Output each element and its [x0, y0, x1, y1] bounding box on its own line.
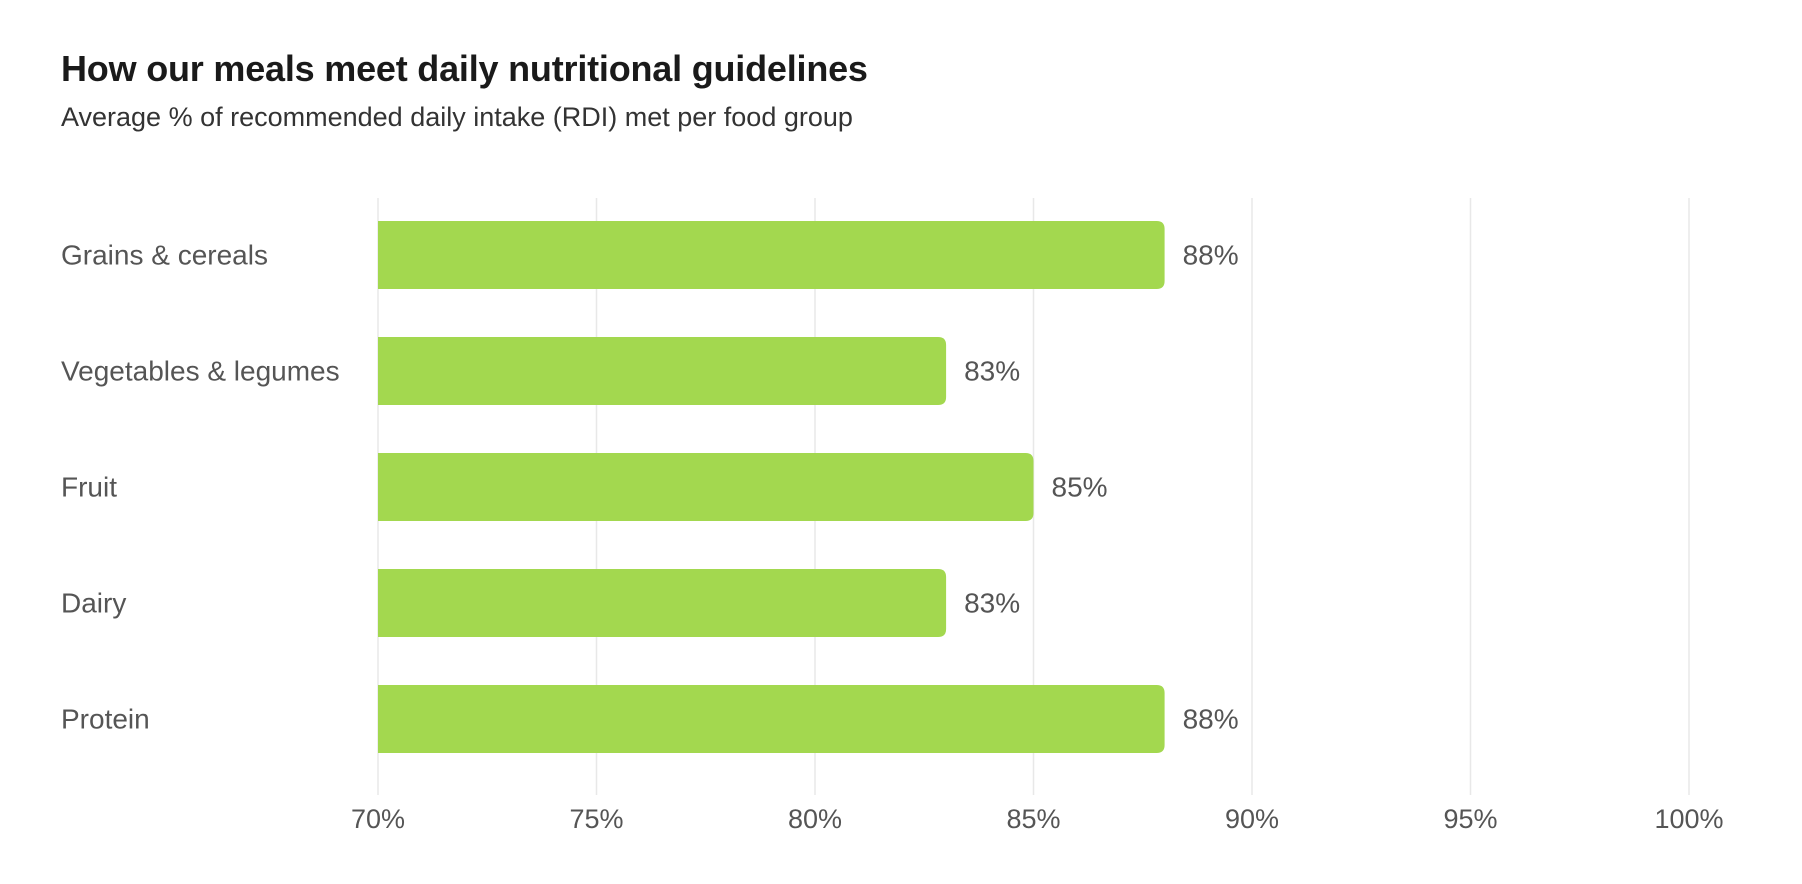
x-tick-label: 85%: [1006, 804, 1060, 834]
category-label: Vegetables & legumes: [61, 356, 340, 387]
x-tick-label: 90%: [1225, 804, 1279, 834]
value-label: 83%: [964, 588, 1020, 619]
value-label: 85%: [1052, 472, 1108, 503]
category-label: Grains & cereals: [61, 240, 268, 271]
x-tick-label: 95%: [1443, 804, 1497, 834]
category-label: Fruit: [61, 472, 117, 503]
x-tick-label: 100%: [1654, 804, 1723, 834]
bar: [378, 569, 947, 637]
bars: [378, 221, 1165, 753]
labels: 70% 75% 80% 85% 90% 95% 100% Grains & cereals 88…: [61, 240, 1724, 835]
chart-subtitle: Average % of recommended daily intake (R…: [61, 102, 853, 132]
chart-title: How our meals meet daily nutritional gui…: [61, 48, 868, 89]
x-tick-label: 70%: [351, 804, 405, 834]
value-label: 88%: [1183, 704, 1239, 735]
x-tick-label: 75%: [569, 804, 623, 834]
category-label: Protein: [61, 704, 150, 735]
bar: [378, 337, 947, 405]
bar: [378, 221, 1165, 289]
value-label: 88%: [1183, 240, 1239, 271]
bar: [378, 453, 1034, 521]
bar: [378, 685, 1165, 753]
x-tick-label: 80%: [788, 804, 842, 834]
value-label: 83%: [964, 356, 1020, 387]
category-label: Dairy: [61, 588, 126, 619]
